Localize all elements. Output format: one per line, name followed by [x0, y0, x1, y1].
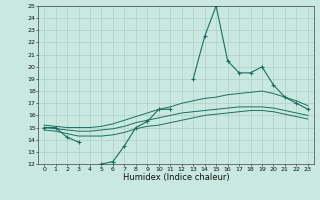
X-axis label: Humidex (Indice chaleur): Humidex (Indice chaleur) — [123, 173, 229, 182]
